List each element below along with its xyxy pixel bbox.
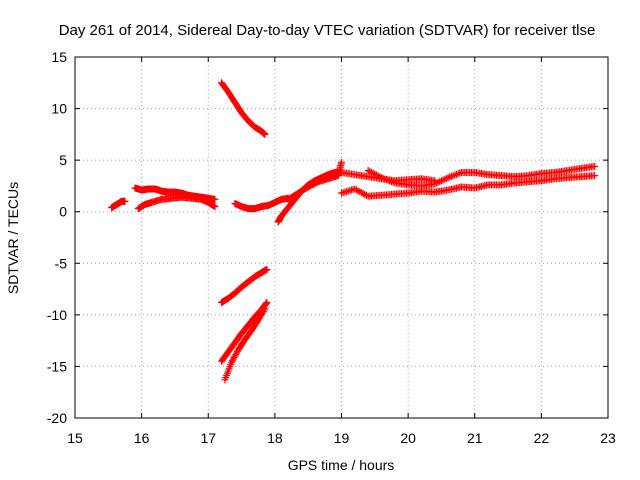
data-point — [260, 306, 268, 314]
data-point — [384, 176, 392, 184]
axis-ticks: 15 16 17 18 19 20 21 22 23 15 10 5 0 -5 -10 -15 -20 — [47, 49, 616, 446]
data-point — [591, 172, 599, 180]
x-tick-label: 19 — [334, 430, 350, 446]
series-arc-1 — [108, 197, 129, 212]
data-point — [452, 170, 460, 178]
data-point — [454, 170, 462, 178]
x-tick-label: 21 — [467, 430, 483, 446]
data-point — [446, 173, 454, 181]
data-point — [211, 203, 219, 211]
x-tick-label: 22 — [534, 430, 550, 446]
data-point — [233, 349, 241, 357]
data-point — [447, 172, 455, 180]
data-point — [449, 172, 457, 180]
y-tick-label: -10 — [47, 307, 67, 323]
data-point — [261, 130, 269, 138]
series-arc-7 — [284, 158, 345, 203]
x-tick-label: 20 — [400, 430, 416, 446]
chart-title: Day 261 of 2014, Sidereal Day-to-day VTE… — [59, 22, 596, 39]
data-point — [121, 197, 129, 205]
data-point — [232, 351, 240, 359]
data-point — [591, 162, 599, 170]
data-point — [230, 354, 238, 362]
data-point — [451, 171, 459, 179]
series-arc-9 — [364, 162, 599, 190]
x-tick-label: 15 — [67, 430, 83, 446]
data-point — [439, 176, 447, 184]
data-point — [441, 175, 449, 183]
y-axis-label: SDTVAR / TECUs — [5, 182, 21, 294]
data-point — [338, 158, 345, 166]
data-point — [376, 173, 384, 181]
data-point — [379, 174, 387, 182]
data-point — [434, 178, 442, 186]
data-point — [362, 191, 370, 199]
x-tick-label: 23 — [600, 430, 616, 446]
data-point — [382, 176, 390, 184]
y-tick-label: 5 — [59, 152, 67, 168]
data-point — [377, 174, 385, 182]
data-point — [261, 305, 269, 313]
series-arc-10 — [218, 265, 271, 306]
y-tick-label: -5 — [55, 255, 68, 271]
series-arc-12 — [221, 305, 269, 384]
data-point — [444, 174, 452, 182]
data-point — [228, 358, 236, 366]
data-point — [432, 179, 440, 187]
x-tick-label: 17 — [200, 430, 216, 446]
data-point — [387, 178, 395, 186]
data-point — [229, 355, 237, 363]
data-point — [263, 265, 271, 273]
y-tick-label: 10 — [51, 101, 67, 117]
data-point — [231, 352, 239, 360]
x-tick-label: 18 — [267, 430, 283, 446]
data-point — [437, 177, 445, 185]
y-tick-label: -20 — [47, 410, 67, 426]
series-arc-3 — [134, 193, 219, 213]
x-axis-label: GPS time / hours — [288, 457, 395, 473]
y-tick-label: 0 — [59, 204, 67, 220]
data-point — [262, 299, 270, 307]
data-point — [436, 178, 444, 186]
y-tick-label: 15 — [51, 49, 67, 65]
data-points — [108, 79, 599, 384]
data-point — [442, 174, 450, 182]
y-tick-label: -15 — [47, 358, 67, 374]
data-point — [456, 169, 464, 177]
x-tick-label: 16 — [134, 430, 150, 446]
data-point — [263, 298, 271, 306]
data-point — [431, 180, 439, 188]
data-point — [386, 177, 394, 185]
data-point — [211, 195, 219, 203]
data-point — [381, 175, 389, 183]
data-point — [228, 357, 236, 365]
series-arc-4 — [218, 79, 269, 138]
series-arc-8 — [338, 172, 599, 200]
data-point — [389, 178, 397, 186]
gridlines — [75, 57, 608, 418]
